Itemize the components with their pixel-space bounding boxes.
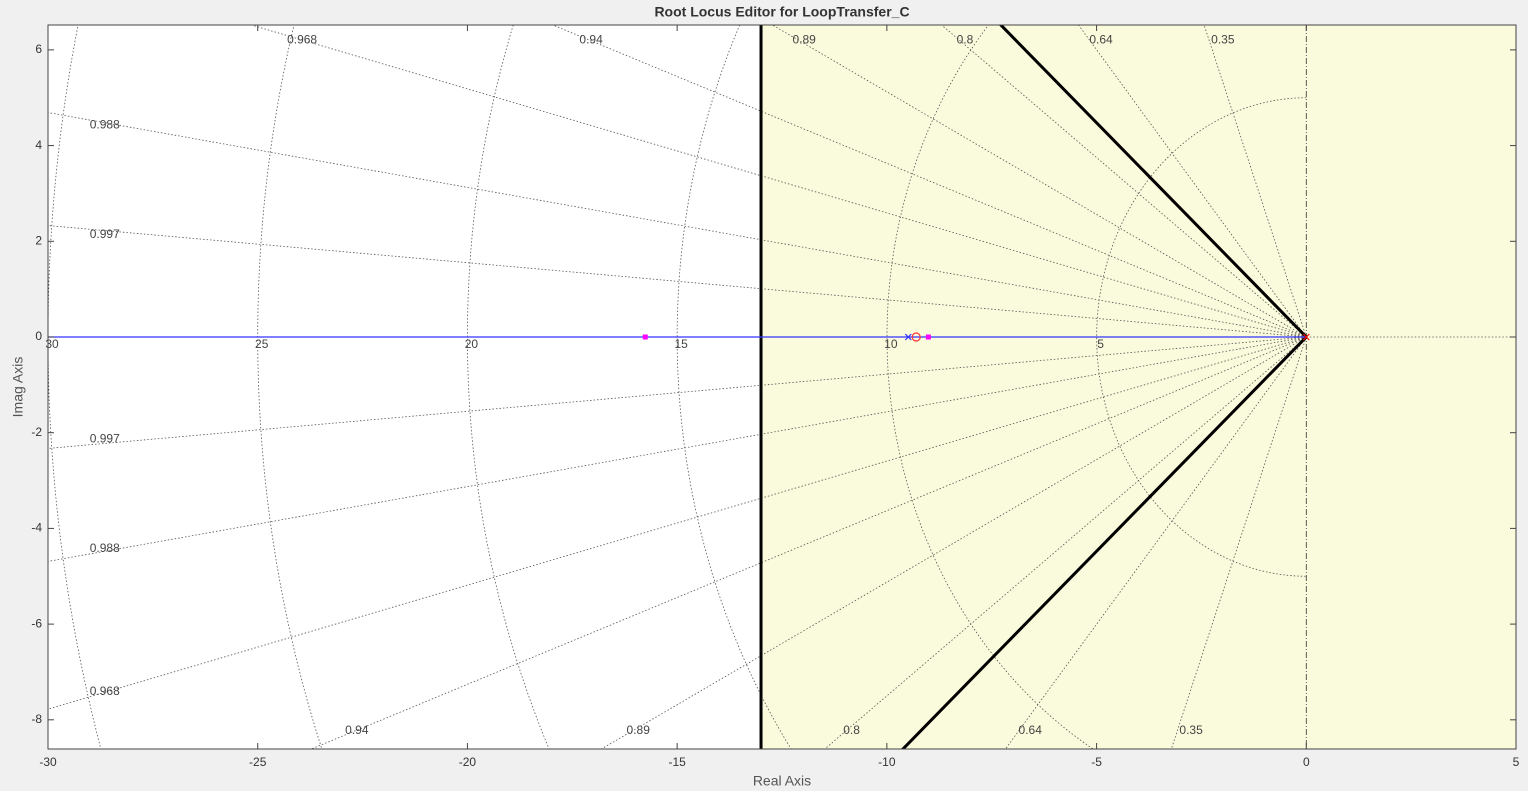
damping-grid-label: 0.89: [627, 723, 651, 737]
frequency-grid-label: 25: [255, 337, 269, 351]
y-tick-label: -4: [31, 521, 42, 535]
closed-loop-pole: [925, 334, 931, 340]
damping-grid-label: 0.94: [579, 33, 603, 47]
y-tick-label: -6: [31, 616, 42, 630]
frequency-grid-label: 20: [465, 337, 479, 351]
damping-grid-label: 0.94: [345, 723, 369, 737]
damping-grid-label: 0.997: [90, 227, 120, 241]
damping-grid-label: 0.988: [90, 117, 120, 131]
y-tick-label: 6: [35, 42, 42, 56]
frequency-grid-label: 5: [1097, 337, 1104, 351]
pole-marker: [1302, 333, 1310, 341]
y-tick-label: -8: [31, 712, 42, 726]
y-tick-label: 2: [35, 233, 42, 247]
plot-frame: [47, 24, 1517, 750]
x-tick-label: -10: [878, 755, 896, 769]
damping-grid-label: 0.968: [90, 684, 120, 698]
x-tick-label: -5: [1091, 755, 1102, 769]
damping-grid-label: 0.8: [843, 723, 860, 737]
x-axis-label: Real Axis: [753, 773, 811, 789]
x-tick-label: 5: [1513, 755, 1520, 769]
damping-grid-label: 0.968: [287, 33, 317, 47]
damping-grid-label: 0.89: [793, 33, 817, 47]
frequency-grid-circle: [1096, 97, 1307, 577]
damping-grid-label: 0.35: [1179, 723, 1203, 737]
damping-grid-label: 0.8: [957, 33, 974, 47]
x-tick-label: -15: [668, 755, 686, 769]
frequency-grid-label: 30: [45, 337, 59, 351]
zero-marker: [911, 332, 921, 342]
x-tick-label: -20: [459, 755, 477, 769]
damping-grid-label: 0.35: [1211, 33, 1235, 47]
damping-grid-label: 0.997: [90, 431, 120, 445]
chart-title: Root Locus Editor for LoopTransfer_C: [654, 4, 909, 20]
pole-marker: [904, 333, 912, 341]
frequency-grid-label: 10: [884, 337, 898, 351]
damping-grid-label: 0.988: [90, 541, 120, 555]
y-tick-label: 0: [35, 329, 42, 343]
frequency-grid-label: 15: [674, 337, 688, 351]
damping-grid-label: 0.64: [1019, 723, 1043, 737]
damping-grid-label: 0.64: [1089, 33, 1113, 47]
x-tick-label: -25: [249, 755, 267, 769]
y-axis-label: Imag Axis: [10, 357, 26, 418]
closed-loop-pole: [642, 334, 648, 340]
x-tick-label: -30: [39, 755, 57, 769]
y-tick-label: -2: [31, 425, 42, 439]
y-tick-label: 4: [35, 138, 42, 152]
x-tick-label: 0: [1303, 755, 1310, 769]
